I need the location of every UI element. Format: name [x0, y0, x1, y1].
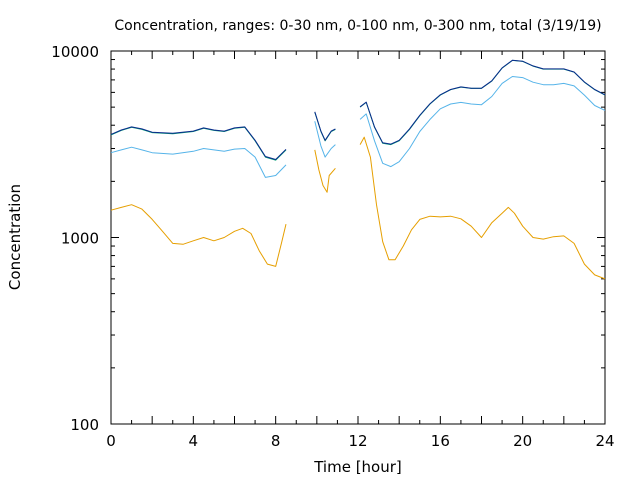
series-2-segment-0	[110, 126, 287, 161]
series-layer	[110, 59, 606, 280]
series-2	[110, 59, 606, 161]
series-3-segment-0	[110, 126, 287, 160]
chart-title: Concentration, ranges: 0-30 nm, 0-100 nm…	[114, 18, 601, 34]
plot-frame	[110, 50, 606, 425]
x-tick-label: 24	[595, 432, 614, 450]
y-tick-label: 10000	[51, 43, 99, 61]
series-1	[110, 76, 606, 178]
x-tick-label: 8	[271, 432, 281, 450]
series-0-segment-0	[110, 204, 287, 267]
x-axis-label: Time [hour]	[313, 458, 402, 476]
axis-ticks	[110, 50, 606, 425]
x-tick-label: 0	[106, 432, 116, 450]
series-2-segment-1	[314, 112, 336, 142]
x-tick-label: 20	[513, 432, 532, 450]
y-tick-labels: 100 1000 10000	[51, 43, 99, 434]
series-2-segment-2	[359, 59, 606, 146]
series-1-segment-1	[314, 121, 336, 158]
series-0-segment-2	[359, 136, 606, 280]
x-tick-label: 4	[189, 432, 199, 450]
x-tick-label: 16	[431, 432, 450, 450]
series-3	[110, 59, 606, 160]
x-tick-label: 12	[348, 432, 367, 450]
series-0	[110, 136, 606, 280]
series-3-segment-1	[314, 111, 336, 141]
y-axis-label: Concentration	[6, 184, 24, 290]
series-3-segment-2	[359, 59, 606, 145]
series-1-segment-2	[359, 76, 606, 168]
y-tick-label: 1000	[61, 230, 99, 248]
x-tick-labels: 0 4 8 12 16 20 24	[106, 432, 614, 450]
series-0-segment-1	[314, 149, 336, 193]
y-tick-label: 100	[70, 416, 99, 434]
series-1-segment-0	[110, 146, 287, 178]
